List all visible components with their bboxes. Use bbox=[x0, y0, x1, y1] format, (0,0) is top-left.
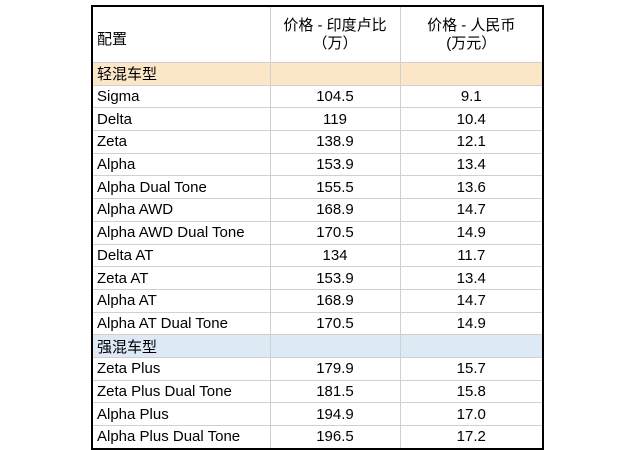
config-name-cell: Delta bbox=[91, 107, 271, 132]
table-row: Alpha AT Dual Tone 170.5 14.9 bbox=[91, 311, 544, 336]
config-name-cell: Zeta Plus bbox=[91, 356, 271, 381]
table-row: Alpha AWD 168.9 14.7 bbox=[91, 198, 544, 222]
config-name-cell: Zeta bbox=[91, 130, 271, 154]
section-title: 轻混车型 bbox=[91, 62, 271, 86]
header-price-inr-line2: （万） bbox=[312, 34, 358, 52]
section-empty-cell bbox=[399, 334, 544, 358]
section-row-mild-hybrid: 轻混车型 bbox=[91, 62, 544, 86]
section-title: 强混车型 bbox=[91, 334, 271, 358]
price-inr-cell: 153.9 bbox=[269, 266, 401, 290]
price-inr-cell: 170.5 bbox=[269, 311, 401, 336]
price-cny-cell: 13.4 bbox=[399, 266, 544, 290]
price-inr-cell: 168.9 bbox=[269, 288, 401, 313]
table-row: Alpha 153.9 13.4 bbox=[91, 152, 544, 177]
price-cny-cell: 17.2 bbox=[399, 424, 544, 450]
header-config: 配置 bbox=[91, 5, 271, 63]
config-name-cell: Sigma bbox=[91, 84, 271, 109]
price-cny-cell: 13.6 bbox=[399, 175, 544, 200]
table-row: Zeta AT 153.9 13.4 bbox=[91, 266, 544, 290]
config-name-cell: Zeta Plus Dual Tone bbox=[91, 379, 271, 404]
price-inr-cell: 168.9 bbox=[269, 198, 401, 222]
price-table: 配置 价格 - 印度卢比 （万） 价格 - 人民币 (万元） 轻混车型 Sigma… bbox=[91, 5, 544, 450]
price-cny-cell: 15.7 bbox=[399, 356, 544, 381]
config-name-cell: Alpha bbox=[91, 152, 271, 177]
price-cny-cell: 17.0 bbox=[399, 402, 544, 426]
price-inr-cell: 194.9 bbox=[269, 402, 401, 426]
header-price-cny: 价格 - 人民币 (万元） bbox=[399, 5, 544, 63]
section-empty-cell bbox=[269, 334, 401, 358]
config-name-cell: Alpha AWD Dual Tone bbox=[91, 220, 271, 245]
header-price-inr: 价格 - 印度卢比 （万） bbox=[269, 5, 401, 63]
table-row: Alpha Plus Dual Tone 196.5 17.2 bbox=[91, 424, 544, 450]
price-inr-cell: 138.9 bbox=[269, 130, 401, 154]
table-row: Alpha AT 168.9 14.7 bbox=[91, 288, 544, 313]
price-inr-cell: 134 bbox=[269, 243, 401, 268]
section-row-strong-hybrid: 强混车型 bbox=[91, 334, 544, 358]
price-cny-cell: 14.7 bbox=[399, 198, 544, 222]
price-inr-cell: 196.5 bbox=[269, 424, 401, 450]
price-inr-cell: 181.5 bbox=[269, 379, 401, 404]
table-row: Alpha Plus 194.9 17.0 bbox=[91, 402, 544, 426]
price-inr-cell: 153.9 bbox=[269, 152, 401, 177]
table-row: Delta 119 10.4 bbox=[91, 107, 544, 132]
price-cny-cell: 13.4 bbox=[399, 152, 544, 177]
price-inr-cell: 155.5 bbox=[269, 175, 401, 200]
table-row: Zeta Plus Dual Tone 181.5 15.8 bbox=[91, 379, 544, 404]
header-row: 配置 价格 - 印度卢比 （万） 价格 - 人民币 (万元） bbox=[91, 5, 544, 63]
table-row: Delta AT 134 11.7 bbox=[91, 243, 544, 268]
table-row: Alpha Dual Tone 155.5 13.6 bbox=[91, 175, 544, 200]
price-cny-cell: 11.7 bbox=[399, 243, 544, 268]
price-inr-cell: 170.5 bbox=[269, 220, 401, 245]
header-price-inr-line1: 价格 - 印度卢比 bbox=[283, 16, 387, 34]
table-row: Zeta 138.9 12.1 bbox=[91, 130, 544, 154]
config-name-cell: Alpha AT bbox=[91, 288, 271, 313]
section-empty-cell bbox=[399, 62, 544, 86]
table-row: Zeta Plus 179.9 15.7 bbox=[91, 356, 544, 381]
price-inr-cell: 104.5 bbox=[269, 84, 401, 109]
table-row: Alpha AWD Dual Tone 170.5 14.9 bbox=[91, 220, 544, 245]
price-cny-cell: 15.8 bbox=[399, 379, 544, 404]
header-price-cny-line2: (万元） bbox=[446, 34, 497, 52]
price-cny-cell: 10.4 bbox=[399, 107, 544, 132]
section-empty-cell bbox=[269, 62, 401, 86]
config-name-cell: Zeta AT bbox=[91, 266, 271, 290]
price-cny-cell: 12.1 bbox=[399, 130, 544, 154]
table-row: Sigma 104.5 9.1 bbox=[91, 84, 544, 109]
config-name-cell: Delta AT bbox=[91, 243, 271, 268]
header-price-cny-line1: 价格 - 人民币 bbox=[427, 16, 516, 34]
config-name-cell: Alpha Dual Tone bbox=[91, 175, 271, 200]
config-name-cell: Alpha AWD bbox=[91, 198, 271, 222]
price-inr-cell: 179.9 bbox=[269, 356, 401, 381]
price-inr-cell: 119 bbox=[269, 107, 401, 132]
config-name-cell: Alpha AT Dual Tone bbox=[91, 311, 271, 336]
price-cny-cell: 14.9 bbox=[399, 311, 544, 336]
price-cny-cell: 14.7 bbox=[399, 288, 544, 313]
price-cny-cell: 14.9 bbox=[399, 220, 544, 245]
config-name-cell: Alpha Plus Dual Tone bbox=[91, 424, 271, 450]
price-cny-cell: 9.1 bbox=[399, 84, 544, 109]
config-name-cell: Alpha Plus bbox=[91, 402, 271, 426]
